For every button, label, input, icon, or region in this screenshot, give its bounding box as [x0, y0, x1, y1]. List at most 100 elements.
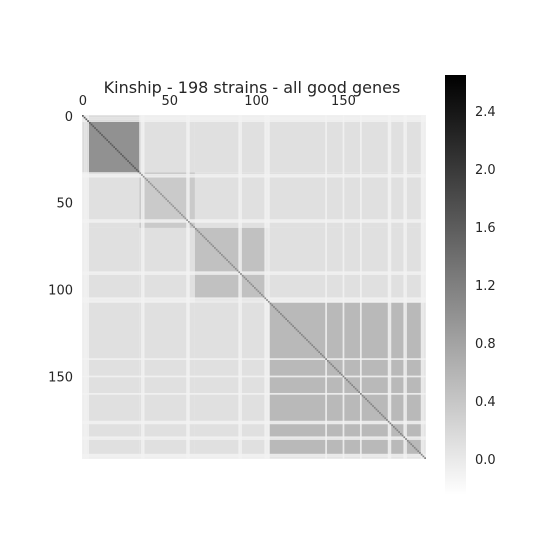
- heatmap-diagonal-cell: [361, 394, 364, 397]
- heatmap-diagonal-cell: [88, 121, 91, 124]
- heatmap-diagonal-cell: [405, 438, 407, 440]
- heatmap-diagonal-cell: [163, 196, 166, 199]
- heatmap-missing-row: [82, 118, 426, 121]
- heatmap-diagonal-cell: [313, 346, 315, 348]
- heatmap-diagonal-cell: [330, 363, 333, 366]
- heatmap-diagonal-cell: [101, 134, 103, 136]
- heatmap-diagonal-cell: [302, 335, 305, 338]
- heatmap-diagonal-cell: [267, 300, 270, 303]
- x-tick-label: 100: [244, 94, 269, 109]
- heatmap-diagonal-cell: [349, 382, 352, 385]
- heatmap-diagonal-cell: [127, 160, 129, 162]
- heatmap-diagonal-cell: [398, 431, 400, 433]
- heatmap-diagonal-cell: [293, 326, 296, 329]
- colorbar-tick-label: 0.0: [475, 453, 496, 468]
- heatmap-diagonal-cell: [87, 120, 89, 122]
- heatmap-diagonal-cell: [214, 247, 216, 249]
- heatmap-diagonal-cell: [141, 174, 143, 176]
- colorbar-tick-label: 2.0: [475, 163, 496, 178]
- heatmap-missing-row: [82, 299, 426, 301]
- heatmap-diagonal-cell: [288, 321, 291, 324]
- heatmap-diagonal-cell: [172, 205, 175, 208]
- heatmap-diagonal-cell: [181, 214, 183, 216]
- heatmap-missing-col: [87, 115, 89, 459]
- heatmap-missing-col: [187, 115, 190, 459]
- heatmap-diagonal-cell: [109, 142, 112, 145]
- heatmap-diagonal-cell: [186, 219, 188, 221]
- heatmap-diagonal-cell: [380, 413, 383, 416]
- heatmap-diagonal-cell: [347, 380, 350, 383]
- heatmap-missing-col: [420, 115, 423, 459]
- heatmap-diagonal-cell: [406, 439, 409, 442]
- heatmap-diagonal-cell: [156, 189, 159, 192]
- heatmap-diagonal-cell: [412, 445, 414, 447]
- heatmap-diagonal-cell: [111, 144, 114, 147]
- heatmap-diagonal-cell: [210, 243, 213, 246]
- heatmap-diagonal-cell: [248, 281, 251, 284]
- heatmap-diagonal-cell: [280, 313, 282, 315]
- heatmap-missing-col: [359, 115, 362, 459]
- heatmap-diagonal-cell: [220, 253, 223, 256]
- y-axis: 0 50 100 150: [48, 110, 73, 386]
- heatmap-diagonal-cell: [208, 241, 211, 244]
- heatmap-diagonal-cell: [177, 210, 180, 213]
- heatmap-missing-row: [82, 116, 426, 119]
- heatmap-diagonal-cell: [247, 280, 249, 282]
- heatmap-diagonal-cell: [396, 429, 399, 432]
- heatmap-diagonal-cell: [274, 307, 277, 310]
- heatmap-diagonal-cell: [226, 259, 228, 261]
- heatmap-diagonal-cell: [85, 118, 88, 121]
- heatmap-diagonal-cell: [399, 432, 402, 435]
- heatmap-missing-col: [82, 115, 84, 459]
- heatmap-diagonal-cell: [318, 351, 321, 354]
- heatmap-missing-row: [82, 273, 426, 275]
- heatmap-diagonal-cell: [384, 417, 387, 420]
- heatmap-missing-col: [387, 115, 390, 459]
- heatmap-missing-col: [389, 115, 392, 459]
- heatmap-diagonal-cell: [118, 151, 121, 154]
- heatmap-diagonal-cell: [377, 410, 380, 413]
- heatmap-diagonal-cell: [401, 434, 404, 437]
- heatmap-missing-row: [82, 438, 426, 440]
- heatmap-diagonal-cell: [300, 333, 303, 336]
- heatmap-diagonal-cell: [269, 302, 272, 305]
- heatmap-diagonal-cell: [250, 283, 253, 286]
- heatmap-missing-row: [82, 392, 426, 395]
- heatmap-diagonal-cell: [234, 267, 237, 270]
- heatmap-diagonal-cell: [241, 274, 244, 277]
- heatmap-diagonal-cell: [128, 161, 131, 164]
- heatmap-diagonal-cell: [351, 384, 354, 387]
- heatmap-diagonal-cell: [299, 332, 301, 334]
- heatmap-missing-row: [82, 453, 426, 456]
- heatmap-cell-block-3-1: [82, 227, 140, 303]
- heatmap-missing-row: [82, 220, 426, 223]
- heatmap-diagonal-cell: [394, 427, 397, 430]
- heatmap-missing-col: [85, 115, 88, 459]
- heatmap-diagonal-cell: [387, 420, 390, 423]
- heatmap-diagonal-cell: [137, 170, 140, 173]
- heatmap-diagonal-cell: [144, 177, 147, 180]
- heatmap-diagonal-cell: [354, 387, 357, 390]
- heatmap-diagonal-cell: [413, 446, 416, 449]
- heatmap-missing-row: [82, 297, 426, 300]
- colorbar-tick-label: 1.6: [475, 221, 496, 236]
- heatmap-diagonal-cell: [191, 224, 194, 227]
- heatmap-diagonal-cell: [182, 215, 185, 218]
- heatmap-diagonal-cell: [392, 425, 395, 428]
- heatmap-diagonal-cell: [175, 208, 178, 211]
- heatmap-diagonal-cell: [295, 328, 298, 331]
- heatmap-diagonal-cell: [193, 226, 195, 228]
- heatmap-cell-block-4-3: [194, 302, 270, 459]
- heatmap-diagonal-cell: [94, 127, 96, 129]
- heatmap-diagonal-cell: [205, 238, 208, 241]
- heatmap-diagonal-cell: [346, 379, 348, 381]
- heatmap-diagonal-cell: [115, 148, 117, 150]
- x-tick-label: 50: [161, 94, 178, 109]
- heatmap-diagonal-cell: [95, 128, 98, 131]
- heatmap-diagonal-cell: [415, 448, 418, 451]
- heatmap-missing-col: [424, 115, 426, 459]
- heatmap-diagonal-cell: [325, 358, 327, 360]
- heatmap-diagonal-cell: [373, 406, 376, 409]
- heatmap-diagonal-cell: [292, 325, 294, 327]
